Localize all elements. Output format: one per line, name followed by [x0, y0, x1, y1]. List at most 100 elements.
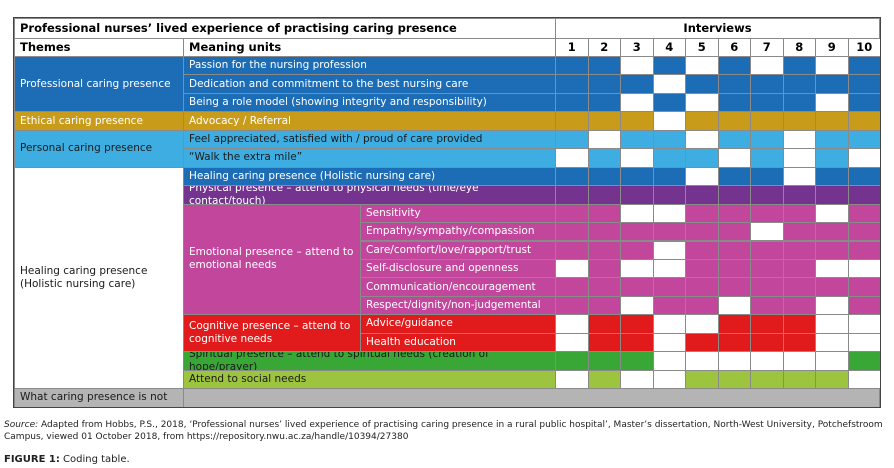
coding-cell	[652, 258, 686, 279]
coding-cell	[685, 277, 719, 297]
coding-cell	[782, 222, 816, 242]
coding-cell	[652, 92, 686, 113]
coding-cell	[555, 148, 589, 168]
coding-cell	[750, 295, 784, 316]
coding-cell	[717, 369, 751, 390]
coding-cell	[652, 148, 686, 168]
coding-cell	[782, 240, 816, 260]
coding-cell	[685, 332, 719, 353]
coding-cell	[587, 56, 621, 76]
coding-cell	[750, 258, 784, 279]
coding-cell	[782, 314, 816, 334]
coding-cell	[750, 185, 784, 205]
coding-cell	[717, 92, 751, 113]
meaning-unit: Cognitive presence – attend to cognitive…	[183, 314, 361, 353]
coding-cell	[555, 56, 589, 76]
coding-cell	[620, 369, 654, 390]
coding-cell	[620, 129, 654, 150]
coding-cell	[815, 369, 849, 390]
coding-cell	[620, 56, 654, 76]
coding-cell	[555, 166, 589, 187]
sub-unit: Health education	[360, 332, 556, 353]
coding-cell	[847, 56, 881, 76]
coding-cell	[717, 332, 751, 353]
coding-cell	[652, 56, 686, 76]
coding-cell	[750, 92, 784, 113]
sub-unit: Empathy/sympathy/compassion	[360, 222, 556, 242]
units-header: Meaning units	[183, 38, 556, 57]
coding-cell	[815, 332, 849, 353]
coding-cell	[555, 185, 589, 205]
theme-cell: Ethical caring presence	[14, 111, 184, 131]
coding-cell	[620, 240, 654, 260]
coding-cell	[555, 369, 589, 390]
coding-cell	[750, 74, 784, 94]
coding-cell	[587, 277, 621, 297]
coding-cell	[815, 74, 849, 94]
coding-cell	[652, 369, 686, 390]
theme-cell: Healing caring presence (Holistic nursin…	[14, 166, 184, 390]
sub-unit: Care/comfort/love/rapport/trust	[360, 240, 556, 260]
coding-cell	[815, 203, 849, 224]
coding-cell	[555, 332, 589, 353]
coding-cell	[717, 111, 751, 131]
interview-number: 7	[750, 38, 784, 57]
coding-cell	[620, 351, 654, 371]
coding-cell	[815, 314, 849, 334]
coding-cell	[685, 129, 719, 150]
coding-cell	[685, 74, 719, 94]
coding-cell	[620, 92, 654, 113]
coding-cell	[717, 277, 751, 297]
meaning-unit: Being a role model (showing integrity an…	[183, 92, 556, 113]
coding-cell	[717, 56, 751, 76]
source-text: Adapted from Hobbs, P.S., 2018, ‘Profess…	[4, 420, 883, 442]
coding-cell	[750, 369, 784, 390]
coding-cell	[815, 129, 849, 150]
interviews-header: Interviews	[555, 18, 880, 39]
theme-cell: Professional caring presence	[14, 56, 184, 113]
coding-cell	[717, 166, 751, 187]
coding-cell	[685, 148, 719, 168]
coding-cell	[620, 222, 654, 242]
coding-cell	[652, 295, 686, 316]
coding-cell	[717, 74, 751, 94]
meaning-unit: “Walk the extra mile”	[183, 148, 556, 168]
coding-cell	[847, 74, 881, 94]
coding-cell	[620, 277, 654, 297]
coding-cell	[750, 222, 784, 242]
coding-cell	[815, 295, 849, 316]
coding-cell	[782, 332, 816, 353]
coding-cell	[782, 56, 816, 76]
meaning-unit: Emotional presence – attend to emotional…	[183, 203, 361, 316]
coding-cell	[847, 258, 881, 279]
coding-cell	[587, 203, 621, 224]
coding-cell	[587, 351, 621, 371]
coding-cell	[685, 222, 719, 242]
coding-cell	[587, 166, 621, 187]
coding-cell	[815, 92, 849, 113]
sub-unit: Self-disclosure and openness	[360, 258, 556, 279]
coding-cell	[750, 129, 784, 150]
coding-cell	[587, 314, 621, 334]
coding-cell	[652, 203, 686, 224]
coding-cell	[652, 351, 686, 371]
coding-cell	[652, 222, 686, 242]
meaning-unit: Feel appreciated, satisfied with / proud…	[183, 129, 556, 150]
coding-cell	[620, 185, 654, 205]
coding-cell	[555, 129, 589, 150]
coding-cell	[685, 351, 719, 371]
coding-cell	[587, 222, 621, 242]
coding-cell	[555, 240, 589, 260]
sub-unit: Communication/encouragement	[360, 277, 556, 297]
meaning-unit: Spiritual presence – attend to spiritual…	[183, 351, 556, 371]
coding-cell	[815, 351, 849, 371]
coding-cell	[847, 92, 881, 113]
coding-cell	[685, 295, 719, 316]
coding-cell	[620, 203, 654, 224]
coding-cell	[652, 185, 686, 205]
coding-cell	[555, 111, 589, 131]
coding-cell	[847, 148, 881, 168]
coding-cell	[815, 277, 849, 297]
coding-cell	[685, 111, 719, 131]
